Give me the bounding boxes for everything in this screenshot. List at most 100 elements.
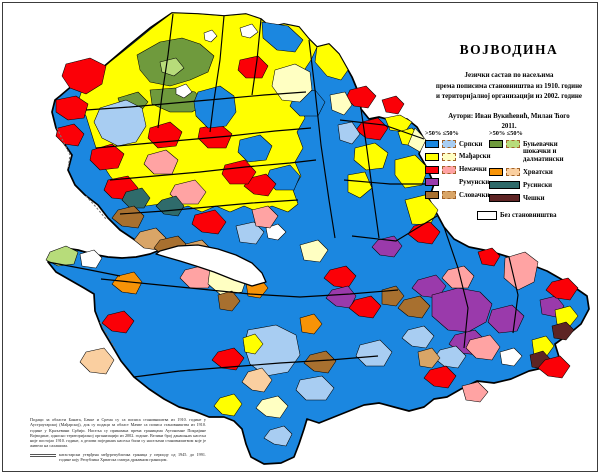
settlement-region-hungarian (347, 171, 373, 199)
settlement-region-slovak (397, 295, 431, 319)
legend-item: Чешки (489, 194, 597, 203)
legend-item: Русински (489, 181, 597, 190)
settlement-region-german_light (441, 265, 475, 289)
legend-column-2: >50% ≤50% Буњевачки шокачки и далматински Хр… (489, 130, 597, 207)
municipality-border (100, 278, 399, 298)
settlement-region-slovak (303, 350, 337, 374)
settlement-region-hungarian (531, 335, 555, 358)
settlement-region-slovak_light (417, 347, 441, 369)
municipality-border (443, 226, 469, 349)
settlement-region-none (265, 223, 287, 241)
legend-item-label: Мађарски (459, 153, 491, 161)
municipality-border (308, 39, 336, 239)
municipality-border (209, 15, 225, 133)
settlement-region-serbian (261, 21, 304, 53)
legend-column-1: >50% ≤50% Српски Мађарски Немачки Румунски Сл… (425, 130, 491, 204)
settlement-region-german (348, 295, 382, 319)
legend-item: Мађарски (425, 152, 491, 161)
map-subtitle: Језички састав по насељима према пописим… (420, 71, 598, 103)
legend-swatch-major (425, 152, 439, 161)
settlement-region-hungarian (213, 393, 243, 417)
settlement-region-czech (551, 321, 575, 341)
map-notes: Подаци за области Баната, Бачке и Срема … (30, 417, 206, 462)
settlement-region-croatian_light (79, 347, 115, 375)
legend-swatch-minor (442, 191, 456, 200)
municipality-border (339, 119, 425, 140)
legend-item-label: Српски (459, 140, 483, 148)
settlement-region-none (499, 347, 523, 367)
settlement-region-hungarian (314, 43, 349, 81)
legend-swatch-major (489, 194, 520, 203)
settlement-region-hungarian (394, 154, 429, 189)
settlement-region-german (243, 173, 277, 197)
no-population-label: Без становништва (500, 211, 557, 219)
settlement-region-german (101, 310, 135, 334)
legend-swatch-minor (442, 140, 456, 148)
municipality-border (508, 256, 519, 334)
legend-item-label: Чешки (523, 194, 545, 202)
legend-swatch-minor (442, 165, 456, 174)
municipality-border (360, 108, 380, 239)
settlement-region-serbian (193, 85, 237, 129)
municipality-border (351, 215, 438, 242)
settlement-region-hungarian (242, 333, 264, 355)
settlement-region-serbian_light (401, 325, 435, 349)
settlement-region-serbian_light (337, 121, 361, 145)
settlement-region-romanian (487, 304, 525, 334)
settlement-region-serbian_light (235, 221, 265, 245)
settlement-region-hungarian (554, 305, 579, 327)
legend-item: Хрватски (489, 168, 597, 177)
legend-swatch-minor (442, 152, 456, 161)
legend-swatch-minor (506, 168, 520, 177)
settlement-region-hungarian_light (329, 91, 353, 116)
municipality-border (47, 261, 121, 277)
note-paragraph-2: катастарски утврђена међурепубличка гран… (30, 452, 206, 463)
settlement-region-german (545, 277, 579, 301)
note-paragraph-2-text: катастарски утврђена међурепубличка гран… (59, 451, 206, 462)
municipality-border (343, 179, 434, 185)
settlement-region-croatian (299, 313, 323, 335)
settlement-region-croatian (111, 271, 143, 295)
settlement-region-hungarian_light (255, 395, 289, 419)
legend-no-population: Без становништва (477, 211, 557, 220)
republic-boundary-1945-1991 (99, 321, 117, 351)
municipality-border (251, 18, 262, 96)
legend-swatch-spacer (442, 178, 456, 186)
settlement-region-german (191, 209, 227, 235)
legend-swatch-major (489, 140, 503, 148)
municipality-border (109, 159, 317, 181)
settlement-region-croatian_light (241, 367, 273, 393)
settlement-region-german_light (503, 251, 539, 291)
settlement-region-serbian_light (295, 375, 335, 401)
settlement-region-bunjevac_light (45, 245, 79, 267)
municipality-border (95, 127, 312, 149)
legend-swatch-major (425, 178, 439, 187)
boundary-line-symbol (30, 453, 56, 457)
settlement-region-serbian_light (355, 339, 393, 367)
settlement-region-german (423, 365, 457, 389)
legend-item: Словачки (425, 191, 489, 200)
municipality-border (85, 91, 307, 111)
legend-item-label: Немачки (459, 166, 487, 174)
settlement-region-german (537, 355, 571, 379)
municipality-border (157, 13, 174, 129)
legend-swatch-minor (506, 140, 520, 148)
settlement-region-none (203, 29, 218, 43)
settlement-region-german (89, 143, 125, 171)
settlement-region-german (221, 159, 257, 185)
subtitle-line-3: и територијалној организацији из 2002. г… (436, 93, 582, 101)
settlement-region-romanian (431, 287, 493, 333)
settlement-region-serbian (237, 134, 273, 163)
legend-item: Буњевачки шокачки и далматински (489, 140, 597, 164)
legend-swatch-major (425, 165, 439, 174)
settlement-region-german_light (461, 381, 489, 403)
settlement-region-none (239, 23, 259, 39)
legend-threshold-header: >50% ≤50% (489, 130, 523, 137)
legend-item-label: Русински (523, 181, 553, 189)
settlement-region-hungarian (353, 142, 389, 171)
settlement-region-german_light (465, 334, 501, 361)
page-title: ВОЈВОДИНА (459, 42, 559, 57)
republic-boundary-1945-1991 (85, 195, 107, 220)
settlement-region-none (79, 249, 103, 269)
